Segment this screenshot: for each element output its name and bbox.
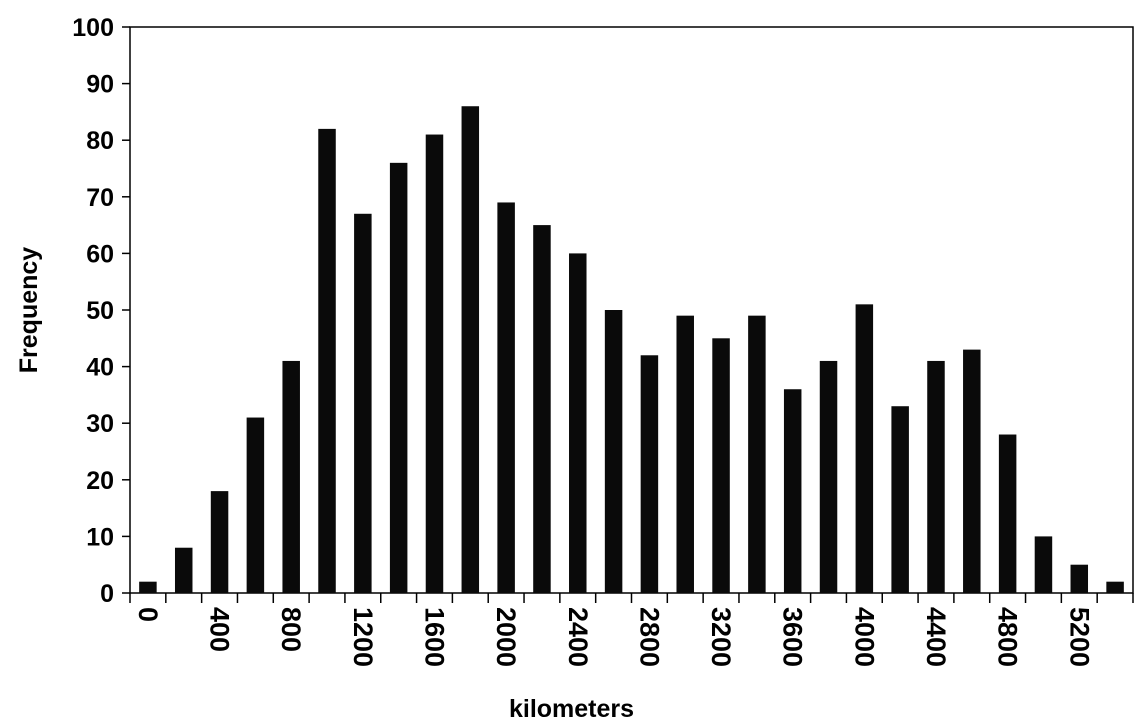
- bar-5400: [1106, 581, 1124, 593]
- bar-1400: [389, 162, 408, 593]
- y-tick-label: 40: [86, 354, 114, 382]
- bar-3600: [783, 389, 802, 593]
- bar-2000: [497, 202, 515, 593]
- y-tick-label: 20: [86, 467, 114, 495]
- bar-0: [139, 581, 157, 593]
- bar-5200: [1070, 564, 1089, 593]
- bar-4800: [998, 434, 1017, 593]
- bar-400: [210, 491, 229, 593]
- x-axis-title: kilometers: [509, 695, 634, 723]
- bar-1600: [425, 134, 444, 594]
- y-tick-label: 50: [86, 297, 114, 325]
- bar-2800: [640, 355, 659, 593]
- y-tick-label: 10: [86, 523, 114, 551]
- x-tick-label: 4000: [849, 607, 879, 667]
- bar-4400: [927, 360, 945, 593]
- bar-1000: [318, 128, 336, 593]
- y-tick-label: 90: [86, 71, 114, 99]
- y-tick-label: 60: [86, 240, 114, 268]
- y-tick-label: 30: [86, 410, 114, 438]
- bar-3200: [712, 338, 730, 593]
- x-tick-label: 4800: [993, 607, 1023, 667]
- bar-1200: [354, 213, 372, 593]
- bar-3800: [819, 360, 838, 593]
- x-tick-label: 800: [276, 607, 306, 652]
- bar-3000: [676, 315, 694, 593]
- x-tick-label: 400: [205, 607, 235, 652]
- plot-area: [129, 26, 1134, 594]
- bar-5000: [1034, 536, 1053, 593]
- x-tick-label: 1600: [419, 607, 449, 667]
- bar-4000: [855, 304, 874, 593]
- x-tick-label: 2400: [563, 607, 593, 667]
- bars: [139, 106, 1124, 594]
- plot-frame: [129, 26, 1134, 594]
- bar-2400: [569, 253, 587, 593]
- x-tick-label: 3600: [778, 607, 808, 667]
- y-tick-label: 80: [86, 127, 114, 155]
- y-axis-ticks: 0 10 20 30 40 50 60 70 80 90 100: [72, 14, 130, 608]
- x-axis-ticks: 0 400 800 1200 1600 2000 2400 2800 3200 3600 4000 4…: [129, 593, 1134, 667]
- bar-3400: [748, 315, 766, 593]
- y-tick-label: 100: [72, 14, 114, 42]
- bar-2200: [533, 225, 551, 593]
- bar-4200: [891, 406, 909, 593]
- x-tick-label: 3200: [706, 607, 736, 667]
- x-tick-label: 5200: [1064, 607, 1094, 667]
- y-axis-title: Frequency: [15, 247, 43, 374]
- x-tick-label: 0: [133, 607, 163, 622]
- bar-600: [246, 417, 265, 593]
- x-tick-label: 2000: [491, 607, 521, 667]
- bar-1800: [461, 106, 480, 594]
- x-tick-label: 2800: [634, 607, 664, 667]
- x-tick-label: 4400: [921, 607, 951, 667]
- y-tick-label: 0: [100, 580, 114, 608]
- bar-200: [174, 547, 193, 593]
- x-tick-label: 1200: [348, 607, 378, 667]
- bar-800: [282, 360, 300, 593]
- bar-4600: [963, 349, 981, 593]
- y-tick-label: 70: [86, 184, 114, 212]
- bar-2600: [604, 310, 623, 593]
